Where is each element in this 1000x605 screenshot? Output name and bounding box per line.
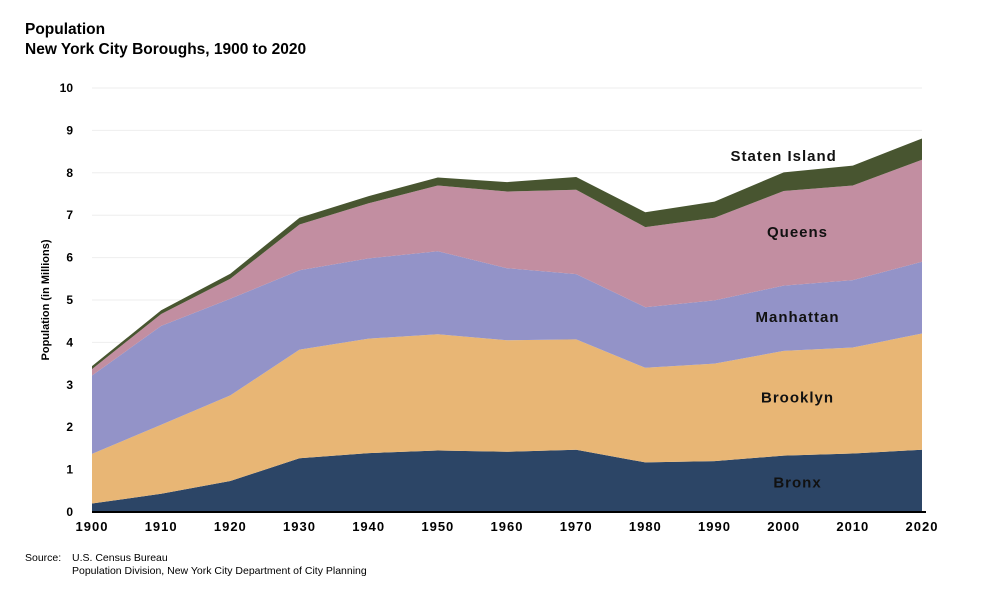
y-tick-label: 10	[60, 81, 74, 95]
y-tick-label: 3	[66, 378, 73, 392]
x-tick-label: 1920	[214, 519, 247, 534]
area-manhattan	[92, 251, 922, 454]
y-tick-label: 6	[66, 251, 73, 265]
source-label: Source:	[25, 552, 62, 564]
y-tick-label: 1	[66, 463, 73, 477]
area-bronx	[92, 449, 922, 512]
source-line-1: U.S. Census Bureau	[72, 552, 168, 564]
y-tick-label: 8	[66, 166, 73, 180]
area-queens	[92, 159, 922, 376]
x-tick-label: 2010	[836, 519, 869, 534]
source-note: Source: U.S. Census Bureau Population Div…	[25, 552, 367, 578]
x-tick-label: 1960	[491, 519, 524, 534]
title-line-2: New York City Boroughs, 1900 to 2020	[25, 41, 307, 58]
y-tick-label: 5	[66, 293, 73, 307]
x-tick-label: 2020	[906, 519, 939, 534]
x-tick-label: 2000	[767, 519, 800, 534]
y-tick-label: 2	[66, 420, 73, 434]
y-tick-label: 4	[66, 335, 73, 349]
series-label-queens: Queens	[767, 224, 828, 241]
source-line-2: Population Division, New York City Depar…	[72, 565, 367, 577]
series-label-staten-island: Staten Island	[730, 148, 836, 165]
series-label-brooklyn: Brooklyn	[761, 390, 834, 407]
x-tick-label: 1980	[629, 519, 662, 534]
x-tick-label: 1990	[698, 519, 731, 534]
y-tick-label: 7	[66, 208, 73, 222]
series-label-manhattan: Manhattan	[756, 309, 840, 326]
y-tick-label: 9	[66, 123, 73, 137]
area-brooklyn	[92, 333, 922, 504]
x-tick-label: 1950	[421, 519, 454, 534]
x-tick-label: 1910	[145, 519, 178, 534]
series-label-bronx: Bronx	[773, 474, 821, 491]
chart-title: Population New York City Boroughs, 1900 …	[25, 20, 306, 60]
x-tick-label: 1970	[560, 519, 593, 534]
y-tick-label: 0	[66, 505, 73, 519]
x-tick-label: 1900	[76, 519, 109, 534]
stacked-area-chart: 0 1 2 3 4 5 6 7 8 9 10 1900 1910 1920 1930 1940 1950 1960…	[40, 81, 939, 534]
title-line-1: Population	[25, 21, 106, 38]
x-tick-label: 1930	[283, 519, 316, 534]
y-axis-title: Population (in Millions)	[40, 239, 52, 360]
x-tick-label: 1940	[352, 519, 385, 534]
area-staten-island	[92, 138, 922, 370]
